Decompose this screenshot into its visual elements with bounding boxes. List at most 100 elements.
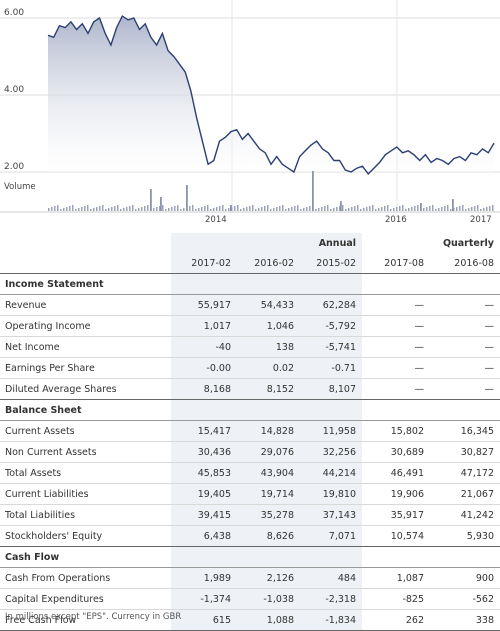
volume-bar <box>480 209 482 211</box>
volume-bar <box>450 209 452 211</box>
table-cell: — <box>430 294 500 316</box>
volume-bar <box>93 208 95 211</box>
volume-bar <box>114 206 116 211</box>
table-cell: 30,436 <box>171 441 237 463</box>
table-cell: 45,853 <box>171 462 237 484</box>
table-cell: 14,828 <box>237 420 300 442</box>
volume-bar <box>48 208 50 211</box>
row-label: Cash From Operations <box>0 567 171 589</box>
volume-bar <box>135 209 137 211</box>
volume-bar <box>468 208 470 211</box>
volume-bar <box>387 205 389 211</box>
volume-bar <box>72 205 74 211</box>
table-cell: 11,958 <box>300 420 362 442</box>
table-cell: 54,433 <box>237 294 300 316</box>
volume-bar <box>159 206 161 211</box>
column-header: 2017-08 <box>362 253 430 274</box>
table-cell: 15,802 <box>362 420 430 442</box>
column-header: 2016-02 <box>237 253 300 274</box>
volume-bar <box>258 208 260 211</box>
volume-bar <box>174 206 176 211</box>
volume-bar <box>393 208 395 211</box>
volume-bar <box>492 205 494 211</box>
volume-bar <box>444 206 446 211</box>
volume-bar <box>138 208 140 211</box>
column-header-row: 2017-02 2016-02 2015-02 2017-08 2016-08 <box>0 253 500 274</box>
table-cell: 1,017 <box>171 315 237 337</box>
volume-bar <box>417 205 419 211</box>
volume-bar <box>429 206 431 211</box>
volume-bar <box>216 207 218 211</box>
table-cell: 43,904 <box>237 462 300 484</box>
volume-bar <box>372 205 374 211</box>
row-label: Capital Expenditures <box>0 588 171 610</box>
column-header: 2015-02 <box>300 253 362 274</box>
volume-bar <box>276 207 278 211</box>
table-row: Capital Expenditures -1,374 -1,038 -2,318 -8… <box>0 588 500 610</box>
volume-bar <box>264 206 266 211</box>
volume-bar <box>171 207 173 211</box>
cash-flow-section-header: Cash Flow <box>0 546 500 568</box>
footnote: In millions except "EPS". Currency in GB… <box>5 612 182 622</box>
volume-bar <box>348 208 350 211</box>
row-label: Net Income <box>0 336 171 358</box>
income-statement-section-header: Income Statement <box>0 273 500 295</box>
volume-bar <box>420 203 422 211</box>
group-header-row: Annual Quarterly <box>0 233 500 253</box>
table-cell: 0.02 <box>237 357 300 379</box>
volume-bar <box>366 207 368 211</box>
volume-bar <box>108 208 110 211</box>
volume-bar <box>90 209 92 211</box>
table-cell: — <box>430 357 500 379</box>
cash-flow-section-title: Cash Flow <box>0 546 171 568</box>
volume-bar <box>432 205 434 211</box>
volume-bar <box>150 189 152 211</box>
volume-bars <box>48 171 494 211</box>
volume-bar <box>177 205 179 211</box>
volume-bar <box>261 207 263 211</box>
volume-bar <box>354 206 356 211</box>
volume-bar <box>144 206 146 211</box>
volume-bar <box>255 209 257 211</box>
row-label: Revenue <box>0 294 171 316</box>
volume-bar <box>282 205 284 211</box>
volume-bar <box>246 207 248 211</box>
volume-bar <box>456 207 458 211</box>
volume-bar <box>54 206 56 211</box>
table-cell: 8,626 <box>237 525 300 547</box>
volume-bar <box>273 208 275 211</box>
volume-bar <box>96 207 98 211</box>
table-cell: — <box>430 315 500 337</box>
price-chart: 6.00 4.00 2.00 Volume 2014 2016 2017 <box>0 0 500 225</box>
volume-bar <box>207 205 209 211</box>
volume-bar <box>213 208 215 211</box>
volume-bar <box>303 208 305 211</box>
volume-bar <box>285 209 287 211</box>
y-tick-label: 2.00 <box>4 162 24 172</box>
table-cell: — <box>362 357 430 379</box>
volume-bar <box>435 209 437 211</box>
volume-bar <box>270 209 272 211</box>
table-cell: 138 <box>237 336 300 358</box>
volume-bar <box>384 206 386 211</box>
volume-bar <box>237 205 239 211</box>
volume-bar <box>120 209 122 211</box>
volume-bar <box>249 206 251 211</box>
volume-bar <box>219 206 221 211</box>
table-cell: 35,917 <box>362 504 430 526</box>
table-cell: 19,714 <box>237 483 300 505</box>
x-tick-label: 2017 <box>470 215 492 225</box>
table-cell: 1,989 <box>171 567 237 589</box>
volume-bar <box>225 209 227 211</box>
volume-bar <box>330 209 332 211</box>
table-row: Cash From Operations 1,989 2,126 484 1,087 90… <box>0 567 500 589</box>
table-cell: -1,374 <box>171 588 237 610</box>
table-cell: 16,345 <box>430 420 500 442</box>
table-cell: -0.71 <box>300 357 362 379</box>
table-cell: 19,405 <box>171 483 237 505</box>
volume-bar <box>333 208 335 211</box>
volume-bar <box>84 206 86 211</box>
volume-bar <box>102 205 104 211</box>
volume-bar <box>340 201 342 211</box>
table-cell: -5,741 <box>300 336 362 358</box>
